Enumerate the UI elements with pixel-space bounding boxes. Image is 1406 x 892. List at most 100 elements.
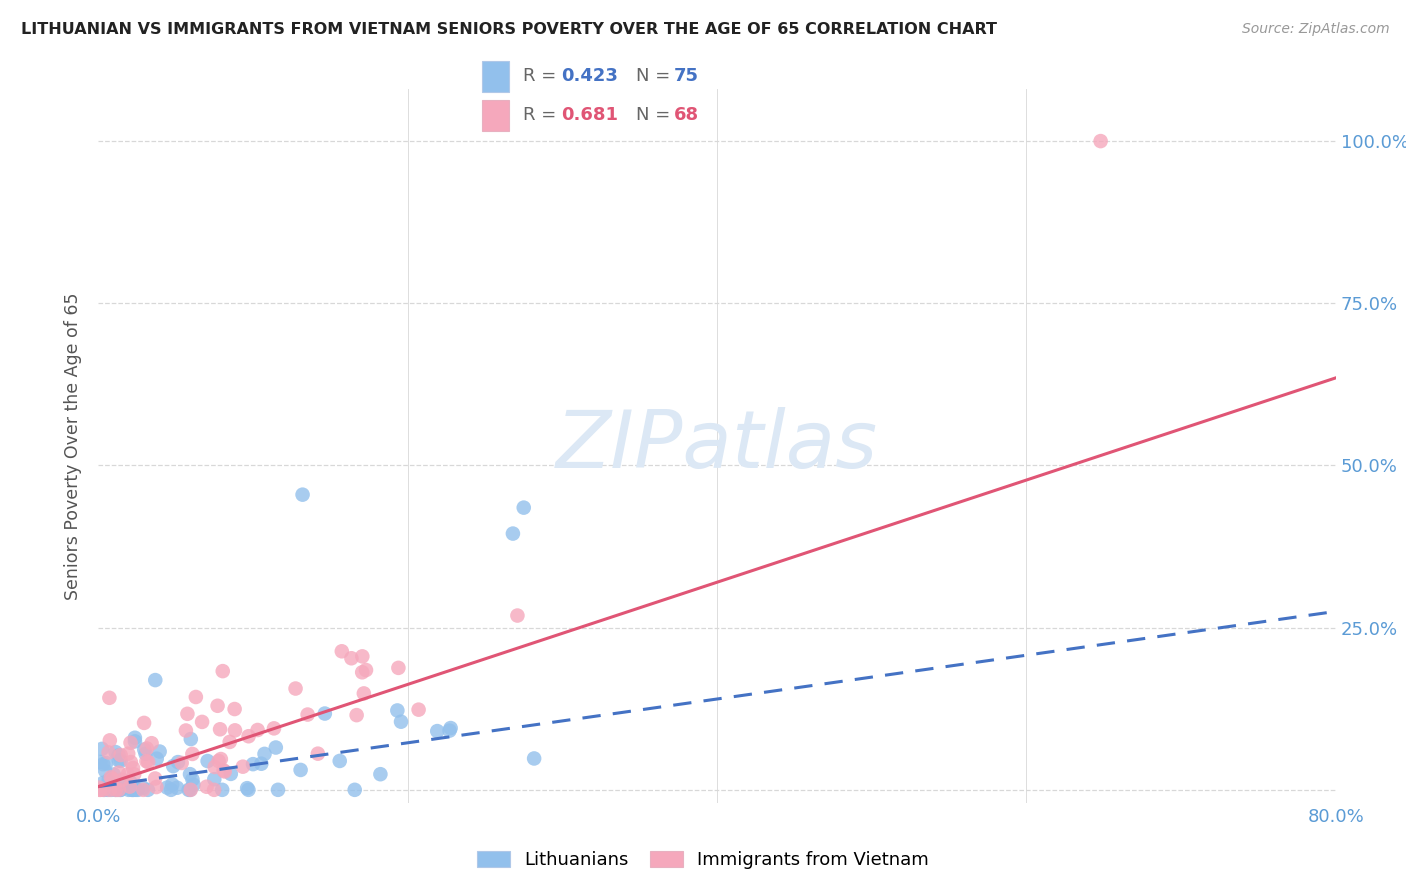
Point [103,779,125,793]
Point [105,782,128,797]
Point [224,702,246,716]
Point [180,732,202,747]
Y-axis label: Seniors Poverty Over the Age of 65: Seniors Poverty Over the Age of 65 [65,293,83,599]
Point [202,782,225,797]
Point [135,741,157,756]
Point [389,714,412,729]
Point [352,665,374,680]
Point [111,778,134,792]
Point [307,747,329,761]
Point [101,772,124,786]
Point [122,782,145,797]
Point [135,754,157,768]
Point [122,782,145,797]
Point [181,747,204,761]
Point [89,755,111,769]
Point [340,651,363,665]
Text: N =: N = [636,106,675,124]
Point [166,780,188,795]
Point [291,488,314,502]
Point [212,764,235,778]
Point [104,782,127,797]
Point [506,608,529,623]
Point [207,754,229,768]
Point [224,723,246,738]
Point [204,760,226,774]
Point [110,754,132,768]
Point [523,751,546,765]
Point [103,767,125,781]
Point [502,526,524,541]
Point [343,782,366,797]
Point [98,782,121,797]
Text: 75: 75 [673,68,699,86]
Point [179,782,201,797]
Point [143,673,166,687]
Point [177,782,200,797]
Point [91,757,114,772]
Point [108,765,131,780]
Point [408,703,430,717]
Point [218,735,240,749]
Point [211,782,233,797]
Text: LITHUANIAN VS IMMIGRANTS FROM VIETNAM SENIORS POVERTY OVER THE AGE OF 65 CORRELA: LITHUANIAN VS IMMIGRANTS FROM VIETNAM SE… [21,22,997,37]
Point [267,782,290,797]
Legend: Lithuanians, Immigrants from Vietnam: Lithuanians, Immigrants from Vietnam [468,842,938,879]
Point [117,747,139,761]
Point [132,715,155,730]
Point [96,756,118,770]
Point [149,745,172,759]
Point [207,698,229,713]
Point [329,754,352,768]
Point [94,764,117,778]
Point [236,781,259,796]
Point [439,723,461,738]
Point [125,782,148,797]
Point [120,775,142,789]
Point [209,723,232,737]
Point [170,756,193,770]
Point [250,756,273,771]
Point [162,759,184,773]
Point [297,707,319,722]
FancyBboxPatch shape [482,62,509,92]
Point [108,781,131,796]
Point [238,729,260,743]
Point [184,690,207,704]
Point [132,782,155,797]
Point [145,752,167,766]
Point [284,681,307,696]
Point [122,767,145,781]
Point [160,778,183,792]
Point [124,731,146,745]
Point [440,721,463,735]
Point [370,767,392,781]
Point [387,703,409,717]
Point [426,724,449,739]
Point [132,780,155,795]
Point [197,754,219,768]
Point [91,742,114,756]
Point [314,706,336,721]
Point [264,740,287,755]
Point [110,747,132,762]
Point [145,780,167,794]
Point [354,663,377,677]
Point [238,782,260,797]
Point [100,770,122,784]
Point [136,755,159,769]
Text: R =: R = [523,106,562,124]
Point [107,748,129,763]
Text: ZIPatlas: ZIPatlas [555,407,879,485]
Point [111,772,134,787]
Point [117,767,139,781]
Point [160,782,183,797]
Point [181,772,204,787]
Text: 68: 68 [673,106,699,124]
Point [89,782,111,797]
Point [183,778,205,792]
Point [122,761,145,775]
Point [211,664,233,678]
Point [121,782,143,797]
Point [180,782,202,797]
